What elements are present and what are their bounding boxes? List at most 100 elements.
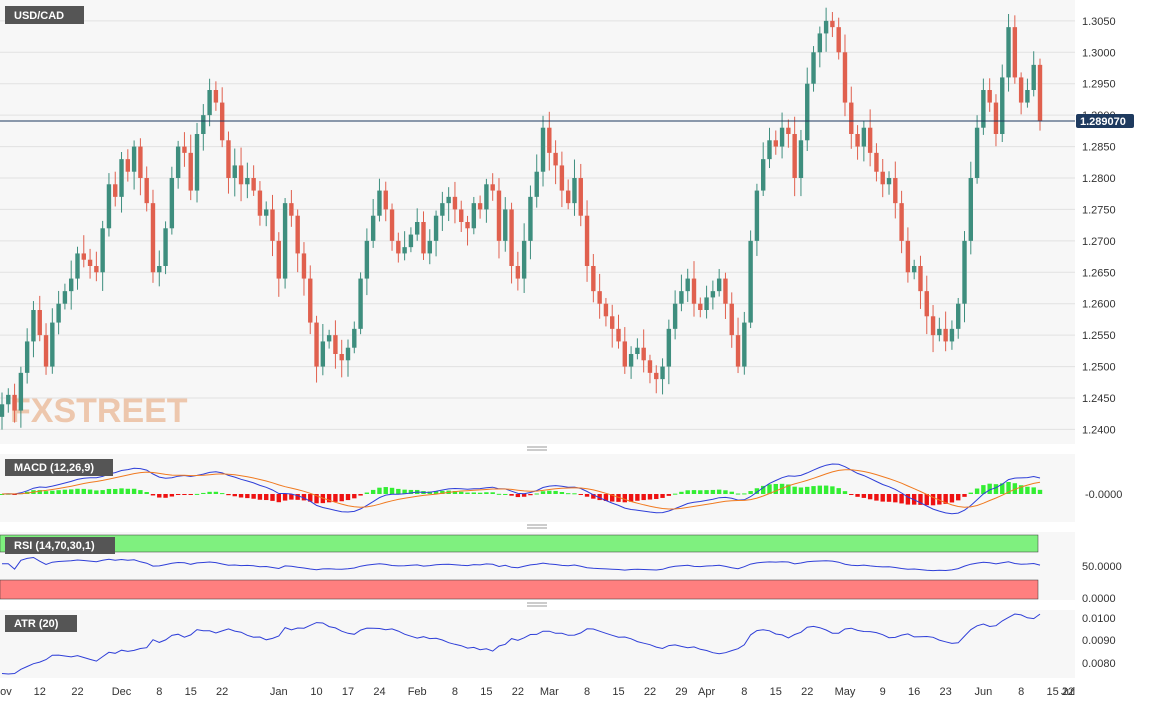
macd-bar — [251, 494, 256, 499]
macd-bar — [918, 494, 923, 505]
candle — [949, 320, 955, 350]
panel-resize-handle[interactable] — [527, 446, 547, 451]
candle — [584, 200, 590, 282]
macd-bar — [301, 494, 307, 501]
candle — [1006, 14, 1011, 92]
price-panel-bg — [0, 0, 1075, 444]
macd-bar — [377, 487, 382, 494]
watermark: FXSTREET — [10, 392, 188, 430]
macd-bar — [949, 494, 955, 503]
rsi-panel-title: RSI (14,70,30,1) — [5, 537, 115, 554]
candle — [352, 321, 357, 354]
candle — [113, 171, 118, 207]
macd-bar — [238, 494, 244, 498]
candle — [100, 220, 105, 291]
candle — [125, 149, 131, 182]
candle — [370, 199, 376, 248]
candle — [0, 392, 5, 430]
candle — [433, 210, 439, 257]
macd-line — [1, 463, 1041, 515]
candle — [213, 81, 219, 111]
macd-bar — [905, 494, 911, 505]
macd-bar — [565, 493, 571, 495]
candle — [553, 140, 558, 185]
macd-bar — [628, 494, 634, 502]
macd-bar — [396, 488, 401, 494]
candle — [943, 311, 948, 352]
candle — [521, 223, 527, 293]
macd-bar — [264, 494, 269, 501]
candle — [503, 197, 508, 252]
candle — [301, 242, 307, 296]
macd-bar — [553, 490, 558, 494]
candle — [798, 129, 804, 197]
candle — [326, 329, 332, 349]
candle — [421, 211, 426, 260]
candle — [817, 26, 823, 68]
date-tick-label: 12 — [34, 686, 46, 698]
candle — [792, 116, 797, 197]
macd-bar — [1000, 483, 1005, 494]
macd-bar — [572, 493, 577, 495]
macd-bar — [157, 494, 162, 498]
date-tick-label: Jul — [1061, 686, 1075, 698]
candle — [735, 317, 741, 374]
macd-bar — [358, 494, 363, 496]
price-tick-label: 1.2800 — [1082, 173, 1116, 185]
macd-bar — [786, 484, 791, 494]
macd-bar — [679, 491, 684, 494]
macd-bar — [43, 491, 49, 494]
candle — [691, 261, 697, 317]
price-axis: 1.2400 1.2450 1.2500 1.2550 1.2600 1.2650 1.27… — [1082, 16, 1116, 437]
candle — [572, 159, 577, 216]
candle — [547, 111, 552, 171]
macd-bar — [893, 494, 898, 503]
panel-resize-handle[interactable] — [527, 524, 547, 529]
macd-bar — [194, 493, 200, 495]
macd-bar — [1006, 482, 1011, 494]
macd-bar — [282, 494, 288, 501]
panel-resize-handle[interactable] — [527, 602, 547, 607]
price-tick-label: 1.2600 — [1082, 299, 1116, 311]
macd-bar — [1037, 489, 1043, 494]
macd-panel-bg — [0, 454, 1075, 522]
date-tick-label: 8 — [584, 686, 590, 698]
macd-bar — [0, 494, 5, 495]
candle — [1031, 51, 1036, 97]
date-tick-label: 15 — [480, 686, 492, 698]
macd-bar — [119, 488, 124, 494]
candle — [138, 138, 143, 196]
macd-bar — [641, 494, 646, 501]
candle — [446, 187, 451, 222]
date-tick-label: 15 — [1046, 686, 1058, 698]
candle — [414, 208, 420, 241]
candle — [849, 86, 854, 149]
candle — [660, 358, 665, 395]
macd-bar — [1018, 485, 1024, 494]
macd-bar — [811, 486, 816, 494]
macd-bar — [509, 494, 514, 496]
macd-bar — [433, 491, 439, 494]
candle — [408, 227, 414, 253]
macd-bar — [974, 488, 980, 494]
macd-bar — [943, 494, 948, 504]
macd-bar — [528, 494, 533, 496]
macd-bar — [370, 489, 376, 494]
candle — [238, 147, 244, 202]
macd-bar — [1012, 483, 1018, 494]
candle — [251, 165, 256, 196]
macd-bar — [635, 494, 640, 501]
candle — [716, 268, 722, 297]
macd-bar — [534, 493, 539, 495]
macd-bar — [339, 494, 344, 502]
atr-line — [1, 613, 1041, 675]
price-tick-label: 1.3000 — [1082, 47, 1116, 59]
price-tick-label: 1.2550 — [1082, 330, 1116, 342]
price-panel-title: USD/CAD — [5, 6, 84, 24]
macd-bar — [182, 494, 187, 495]
macd-bar — [691, 490, 697, 494]
price-tick-label: 1.2450 — [1082, 393, 1116, 405]
candle — [308, 265, 313, 335]
candle — [383, 181, 388, 222]
macd-bar — [855, 494, 860, 497]
